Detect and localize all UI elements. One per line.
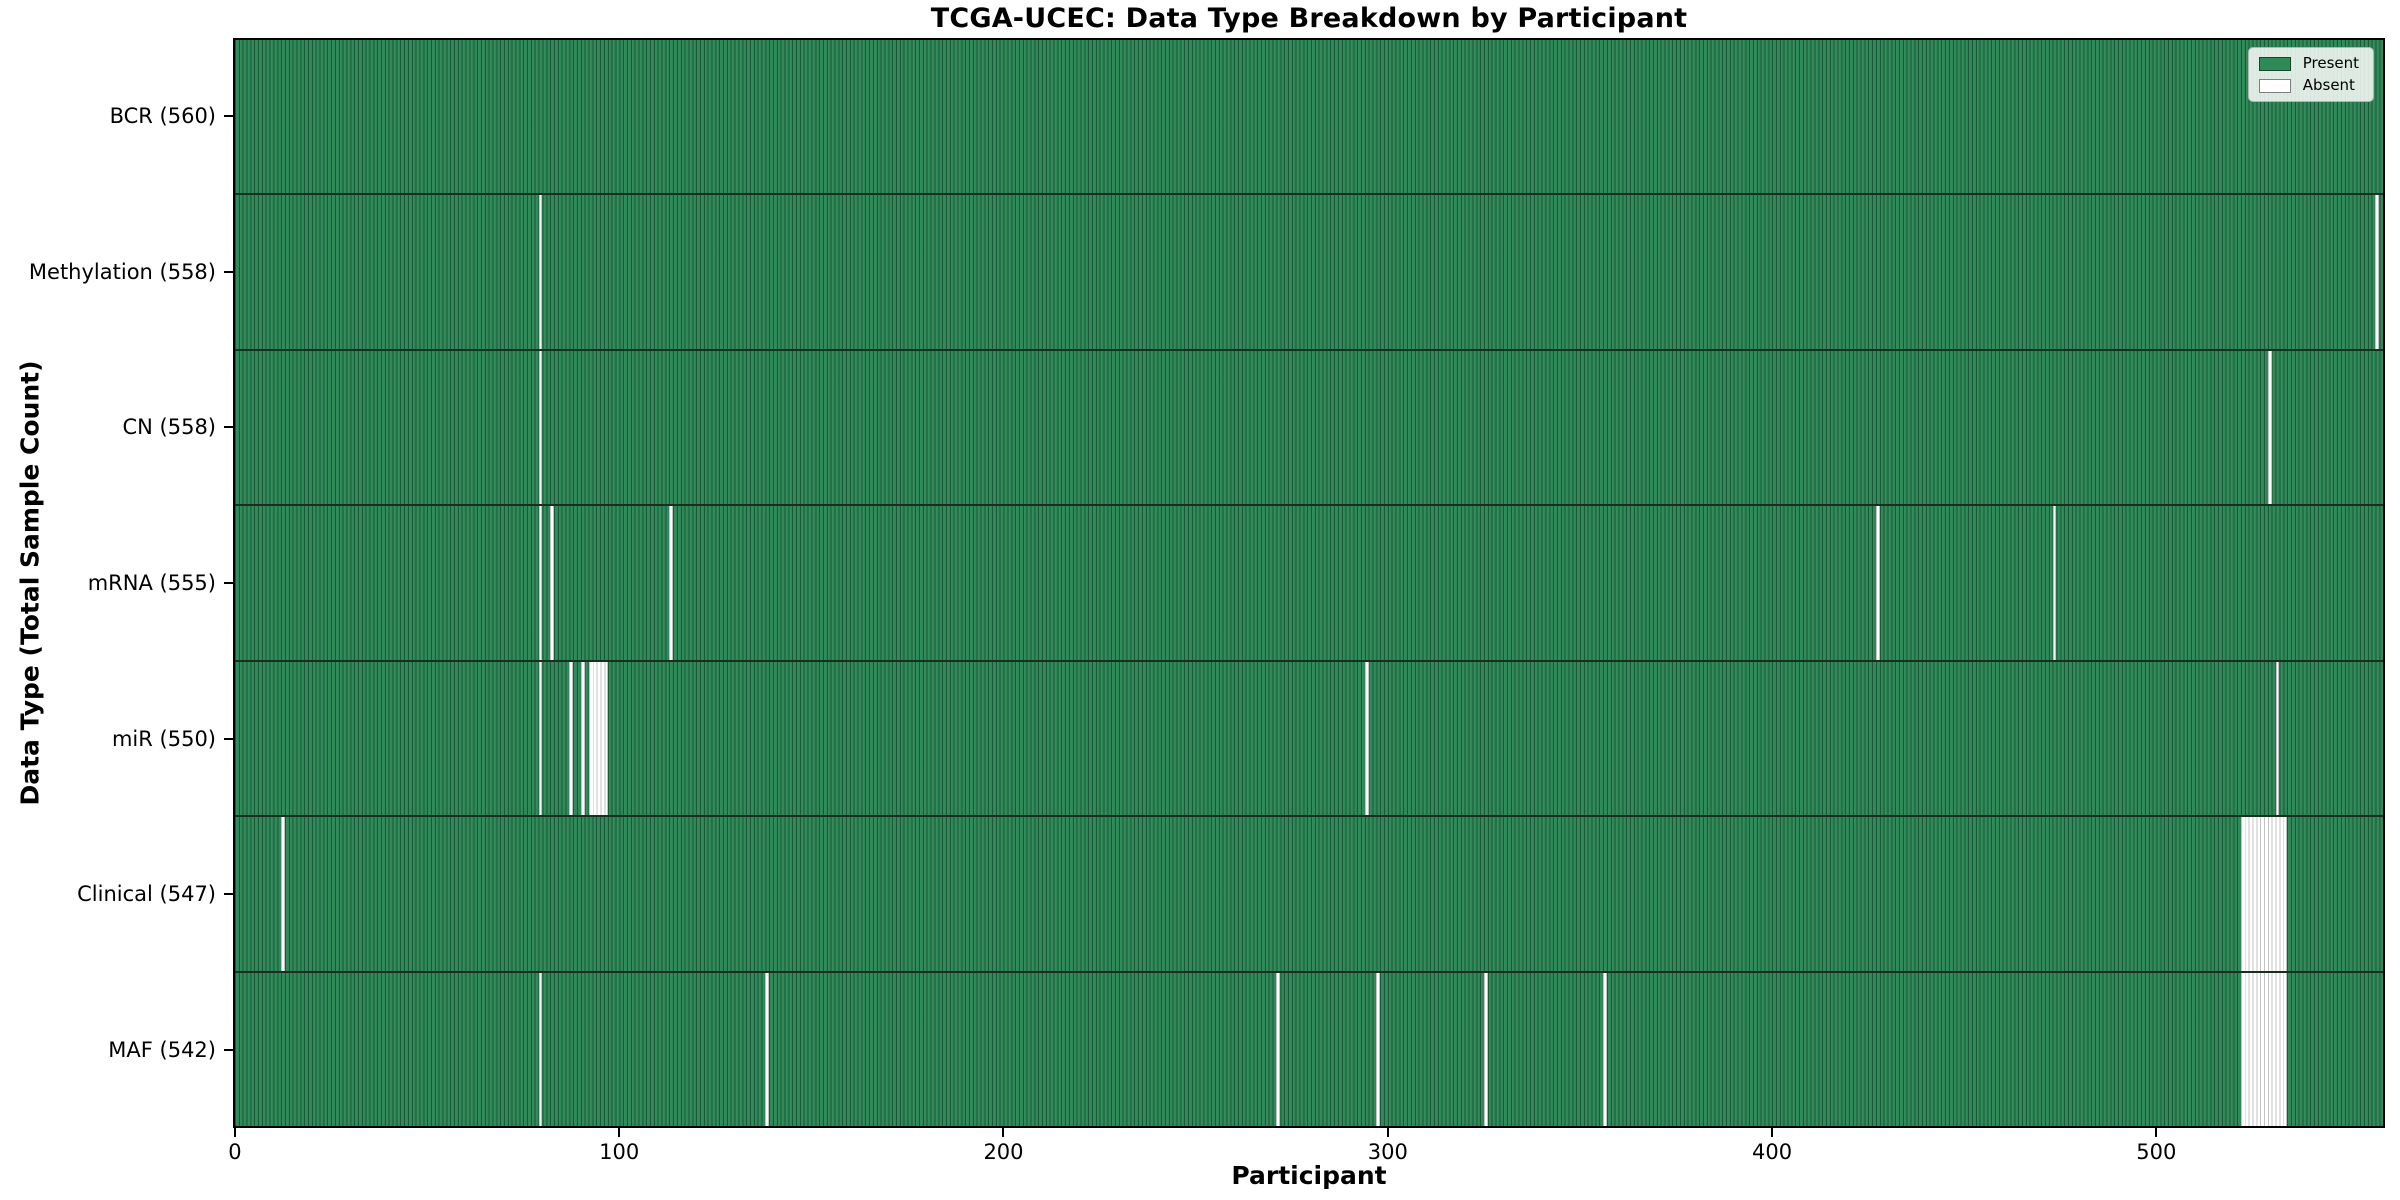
absent-run	[1364, 661, 1369, 816]
y-tick-label: MAF (542)	[108, 1038, 216, 1063]
y-axis: BCR (560) Methylation (558) CN (558) mRNA (…	[0, 38, 233, 1128]
presence-matrix	[235, 40, 2383, 1126]
plot-area: Present Absent	[233, 38, 2385, 1128]
x-tick-label: 400	[1752, 1140, 1793, 1164]
row-cn	[235, 348, 2383, 505]
y-tick-label: Methylation (558)	[28, 259, 216, 284]
absent-run	[538, 972, 543, 1126]
row-mrna	[235, 504, 2383, 660]
absent-run	[569, 661, 574, 816]
y-tick-mark	[224, 582, 233, 584]
x-tick-label: 500	[2136, 1140, 2177, 1164]
x-tick-mark	[1771, 1128, 1774, 1137]
absent-run	[1603, 972, 1607, 1126]
absent-run	[2240, 817, 2288, 971]
x-axis: 0 100 200 300 400 500	[228, 1128, 2385, 1178]
y-tick-mark	[224, 270, 233, 273]
absent-run	[1875, 506, 1880, 660]
y-tick-label: mRNA (555)	[87, 571, 216, 595]
absent-run	[2275, 661, 2280, 816]
row-mir	[235, 659, 2383, 816]
legend-entry-present: Present	[2258, 54, 2359, 72]
absent-run	[1483, 972, 1488, 1126]
x-tick-label: 0	[228, 1140, 242, 1164]
legend-swatch-absent	[2258, 78, 2291, 93]
absent-run	[538, 350, 543, 505]
y-tick-mark	[224, 737, 233, 740]
x-tick-mark	[618, 1128, 621, 1137]
x-tick-label: 100	[599, 1140, 640, 1164]
absent-run	[2267, 350, 2272, 505]
legend-label: Absent	[2302, 76, 2355, 94]
row-maf	[235, 970, 2383, 1126]
x-axis-title: Participant	[1231, 1161, 1387, 1190]
row-clinical	[235, 815, 2383, 971]
absent-run	[538, 506, 543, 660]
row-methylation	[235, 193, 2383, 349]
y-tick-label: BCR (560)	[109, 103, 216, 128]
y-tick-mark	[224, 1049, 233, 1052]
absent-run	[2375, 195, 2380, 349]
chart-title: TCGA-UCEC: Data Type Breakdown by Partic…	[930, 3, 1688, 34]
absent-run	[538, 661, 543, 816]
absent-run	[1276, 972, 1281, 1126]
absent-run	[580, 661, 585, 816]
y-tick-mark	[224, 893, 233, 896]
y-tick-mark	[224, 114, 233, 117]
legend-swatch-present	[2258, 56, 2291, 71]
absent-run	[765, 972, 770, 1126]
absent-run	[669, 506, 674, 660]
y-tick-label: CN (558)	[122, 415, 216, 440]
x-tick-label: 300	[1367, 1140, 1408, 1164]
legend-label: Present	[2302, 54, 2359, 72]
absent-run	[538, 195, 543, 349]
legend-entry-absent: Absent	[2258, 76, 2359, 94]
y-tick-label: miR (550)	[111, 726, 216, 751]
y-tick-mark	[224, 426, 233, 429]
x-tick-mark	[1386, 1128, 1389, 1137]
absent-run	[2240, 972, 2288, 1126]
absent-run	[588, 661, 608, 816]
absent-run	[281, 817, 285, 971]
absent-run	[550, 506, 554, 660]
x-tick-mark	[233, 1128, 236, 1137]
y-tick-label: Clinical (547)	[77, 882, 216, 907]
x-tick-label: 200	[983, 1140, 1024, 1164]
absent-run	[2052, 506, 2057, 660]
row-bcr	[235, 40, 2383, 194]
x-tick-mark	[1002, 1128, 1005, 1137]
absent-run	[1376, 972, 1381, 1126]
legend: Present Absent	[2247, 47, 2374, 102]
x-tick-mark	[2155, 1128, 2158, 1137]
